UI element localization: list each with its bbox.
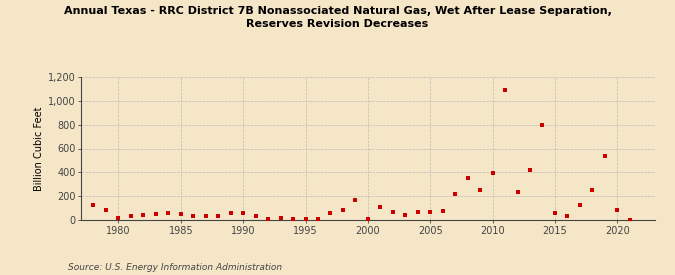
- Point: [350, 197, 361, 202]
- Point: [275, 215, 286, 220]
- Point: [113, 215, 124, 220]
- Point: [200, 214, 211, 218]
- Point: [225, 211, 236, 216]
- Point: [524, 168, 535, 172]
- Point: [487, 171, 498, 175]
- Point: [537, 122, 548, 127]
- Text: Source: U.S. Energy Information Administration: Source: U.S. Energy Information Administ…: [68, 263, 281, 272]
- Point: [176, 212, 186, 216]
- Point: [238, 211, 248, 216]
- Point: [475, 188, 485, 192]
- Point: [126, 214, 136, 219]
- Point: [612, 208, 623, 213]
- Point: [562, 214, 573, 219]
- Point: [437, 209, 448, 213]
- Point: [338, 208, 348, 213]
- Point: [425, 210, 435, 214]
- Text: Annual Texas - RRC District 7B Nonassociated Natural Gas, Wet After Lease Separa: Annual Texas - RRC District 7B Nonassoci…: [63, 6, 612, 29]
- Point: [300, 217, 311, 222]
- Point: [549, 211, 560, 215]
- Point: [313, 217, 323, 221]
- Y-axis label: Billion Cubic Feet: Billion Cubic Feet: [34, 106, 43, 191]
- Point: [362, 217, 373, 221]
- Point: [587, 188, 598, 192]
- Point: [387, 210, 398, 214]
- Point: [450, 192, 460, 196]
- Point: [400, 213, 410, 217]
- Point: [151, 212, 161, 216]
- Point: [624, 218, 635, 222]
- Point: [163, 211, 173, 216]
- Point: [500, 88, 510, 92]
- Point: [213, 214, 223, 219]
- Point: [188, 214, 198, 218]
- Point: [101, 208, 111, 213]
- Point: [599, 153, 610, 158]
- Point: [138, 213, 148, 217]
- Point: [325, 211, 336, 215]
- Point: [288, 217, 298, 221]
- Point: [412, 210, 423, 214]
- Point: [512, 190, 523, 194]
- Point: [88, 202, 99, 207]
- Point: [462, 175, 473, 180]
- Point: [574, 202, 585, 207]
- Point: [375, 205, 385, 209]
- Point: [250, 214, 261, 219]
- Point: [263, 217, 273, 221]
